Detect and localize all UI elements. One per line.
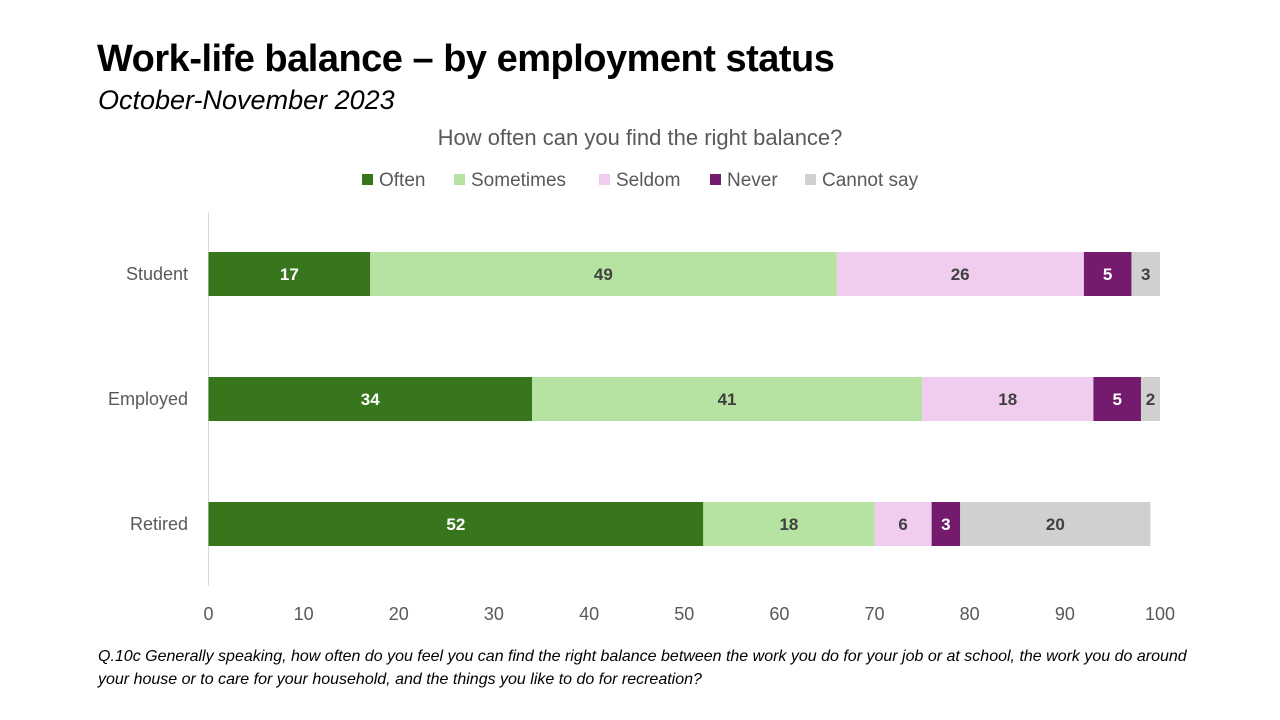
data-label-student-seldom: 26: [951, 265, 970, 284]
bar-retired-often: [208, 502, 704, 546]
legend-label-cannot-say: Cannot say: [822, 170, 919, 191]
bar-retired-seldom: [874, 502, 932, 546]
bar-retired-sometimes: [703, 502, 875, 546]
legend-swatch-never: [710, 174, 721, 185]
bar-employed-often: [208, 377, 533, 421]
bars-group: 17 49 26 5 334 41 18 5 252 18 6 3 20: [208, 252, 1160, 546]
legend-label-often: Often: [379, 170, 425, 191]
x-tick-label: 80: [960, 604, 980, 624]
data-label-student-never: 5: [1103, 265, 1112, 284]
bar-student-never: [1083, 252, 1132, 296]
category-label-employed: Employed: [108, 389, 188, 409]
x-tick-label: 50: [674, 604, 694, 624]
bar-student-sometimes: [370, 252, 837, 296]
bar-student-often: [208, 252, 371, 296]
bar-employed-seldom: [922, 377, 1094, 421]
bar-employed-cannot-say: [1140, 377, 1160, 421]
bar-retired-cannot-say: [960, 502, 1151, 546]
bar-student-seldom: [836, 252, 1084, 296]
category-labels: Student Employed Retired: [108, 264, 188, 534]
data-label-employed-seldom: 18: [998, 390, 1017, 409]
legend-label-seldom: Seldom: [616, 170, 680, 191]
legend-swatch-seldom: [599, 174, 610, 185]
data-label-retired-seldom: 6: [898, 515, 907, 534]
x-axis-ticks: 0 10 20 30 40 50 60 70 80 90 100: [203, 604, 1175, 624]
data-label-employed-never: 5: [1112, 390, 1121, 409]
bar-student-cannot-say: [1131, 252, 1160, 296]
data-label-retired-never: 3: [941, 515, 950, 534]
bar-retired-never: [931, 502, 961, 546]
x-tick-label: 10: [294, 604, 314, 624]
x-tick-label: 100: [1145, 604, 1175, 624]
chart-title: How often can you find the right balance…: [438, 125, 843, 150]
bar-employed-sometimes: [532, 377, 923, 421]
data-label-employed-often: 34: [361, 390, 380, 409]
data-label-retired-cannot-say: 20: [1046, 515, 1065, 534]
legend-swatch-sometimes: [454, 174, 465, 185]
x-tick-label: 60: [769, 604, 789, 624]
x-tick-label: 30: [484, 604, 504, 624]
legend-swatch-often: [362, 174, 373, 185]
x-tick-label: 70: [865, 604, 885, 624]
data-label-retired-often: 52: [446, 515, 465, 534]
x-tick-label: 0: [203, 604, 213, 624]
x-tick-label: 90: [1055, 604, 1075, 624]
x-tick-label: 20: [389, 604, 409, 624]
page-subtitle: October-November 2023: [98, 85, 395, 115]
legend-label-sometimes: Sometimes: [471, 170, 566, 191]
data-label-employed-cannot-say: 2: [1146, 390, 1155, 409]
data-label-student-sometimes: 49: [594, 265, 613, 284]
legend-swatch-cannot-say: [805, 174, 816, 185]
page-title: Work-life balance – by employment status: [97, 38, 835, 80]
category-label-retired: Retired: [130, 514, 188, 534]
legend-label-never: Never: [727, 170, 778, 191]
bar-employed-never: [1093, 377, 1141, 421]
data-label-retired-sometimes: 18: [779, 515, 798, 534]
footnote: Q.10c Generally speaking, how often do y…: [98, 648, 1187, 688]
category-label-student: Student: [126, 264, 188, 284]
chart-legend: Often Sometimes Seldom Never Cannot say: [362, 170, 919, 191]
data-label-employed-sometimes: 41: [718, 390, 737, 409]
stacked-bar-chart: How often can you find the right balance…: [108, 125, 1175, 624]
data-label-student-cannot-say: 3: [1141, 265, 1150, 284]
data-label-student-often: 17: [280, 265, 299, 284]
x-tick-label: 40: [579, 604, 599, 624]
